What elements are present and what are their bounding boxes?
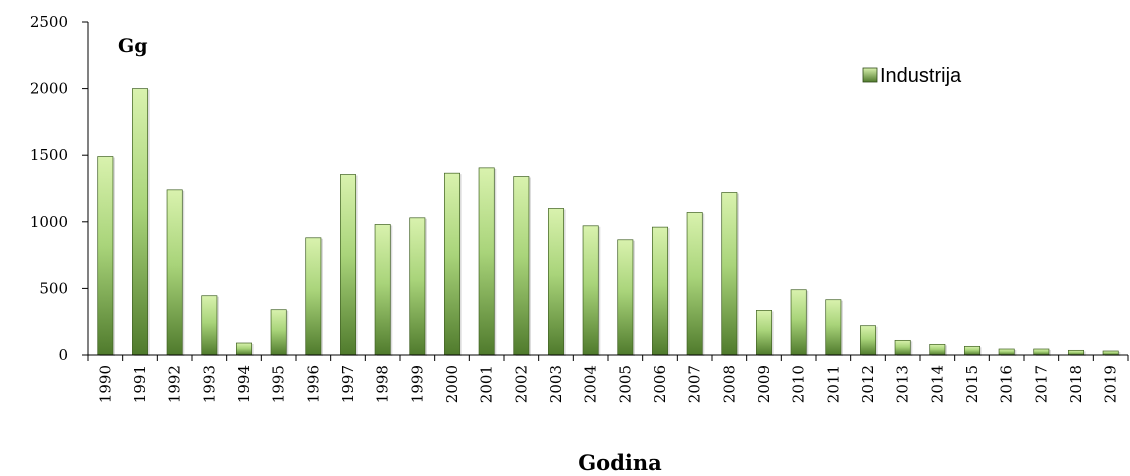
bar-2013 [894, 339, 911, 356]
x-tick-label: 2004 [582, 365, 600, 403]
x-tick-label: 2002 [512, 365, 530, 403]
y-tick-label: 500 [39, 279, 68, 297]
bar-2011 [825, 299, 842, 356]
bar-2006 [652, 226, 668, 356]
x-tick-label: 2001 [478, 365, 496, 403]
x-tick-label: 1996 [304, 365, 322, 403]
x-tick-label: 2014 [928, 365, 946, 403]
bar-1994 [236, 342, 252, 356]
x-axis: 1990 1991 1992 1993 1994 1995 1996 1997 1998 1999… [87, 354, 1129, 403]
unit-label: Gg [118, 35, 148, 57]
bar-2007 [686, 212, 703, 356]
x-tick-label: 2016 [998, 365, 1016, 403]
x-tick-label: 2010 [790, 365, 808, 403]
legend-label: Industrija [880, 65, 962, 87]
bar-2000 [444, 172, 460, 356]
x-tick-label: 2017 [1032, 365, 1050, 403]
legend: Industrija [862, 65, 962, 87]
bar-2016 [998, 348, 1015, 356]
x-tick-label: 2019 [1102, 365, 1120, 403]
bar-1998 [374, 224, 391, 356]
bar-2014 [929, 343, 946, 356]
x-tick-label: 2008 [720, 365, 738, 403]
bar-2002 [513, 176, 530, 356]
x-tick-label: 2013 [894, 365, 912, 403]
bar-1993 [201, 295, 218, 356]
bar-2009 [756, 310, 772, 356]
bar-2001 [478, 167, 495, 356]
bar-2015 [964, 345, 980, 356]
y-tick-label: 1000 [30, 213, 68, 231]
x-tick-label: 2006 [651, 365, 669, 403]
bar-2017 [1033, 348, 1050, 356]
x-tick-label: 1995 [270, 365, 288, 403]
x-tick-label: 2015 [963, 365, 981, 403]
bar-2018 [1068, 349, 1084, 356]
x-tick-label: 1993 [200, 365, 218, 403]
bar-2004 [582, 225, 599, 356]
bar-2003 [548, 208, 564, 356]
x-tick-label: 1998 [374, 365, 392, 403]
x-tick-label: 2007 [686, 365, 704, 403]
y-tick-label: 2000 [30, 80, 68, 98]
bar-2010 [790, 289, 807, 356]
x-tick-label: 2003 [547, 365, 565, 403]
bar-1990 [97, 156, 114, 356]
x-tick-label: 1992 [166, 365, 184, 403]
bar-1995 [270, 309, 287, 356]
bar-1992 [166, 189, 183, 356]
x-tick-label: 2000 [443, 365, 461, 403]
x-tick-label: 1990 [96, 365, 114, 403]
bar-1997 [340, 174, 356, 356]
x-tick-label: 2009 [755, 365, 773, 403]
y-tick-label: 2500 [30, 13, 68, 31]
x-tick-label: 2005 [616, 365, 634, 403]
x-tick-label: 2018 [1067, 365, 1085, 403]
y-tick-label: 1500 [30, 146, 68, 164]
x-tick-label: 1991 [131, 365, 149, 403]
x-tick-label: 2011 [824, 365, 842, 403]
bar-2005 [617, 239, 634, 356]
x-tick-label: 2012 [859, 365, 877, 403]
bar-1996 [305, 237, 322, 356]
y-axis: 0 500 1000 1500 2000 2500 [30, 13, 89, 364]
bar-1999 [409, 217, 426, 356]
legend-swatch [862, 67, 878, 83]
x-axis-title: Godina [578, 450, 662, 475]
bar-2019 [1102, 350, 1119, 356]
bar-1991 [132, 88, 148, 356]
x-tick-label: 1999 [408, 365, 426, 403]
bars [97, 88, 1121, 356]
y-tick-label: 0 [58, 346, 68, 364]
x-tick-label: 1997 [339, 365, 357, 403]
bar-2012 [860, 325, 876, 356]
bar-2008 [721, 192, 738, 356]
x-tick-label: 1994 [235, 365, 253, 403]
